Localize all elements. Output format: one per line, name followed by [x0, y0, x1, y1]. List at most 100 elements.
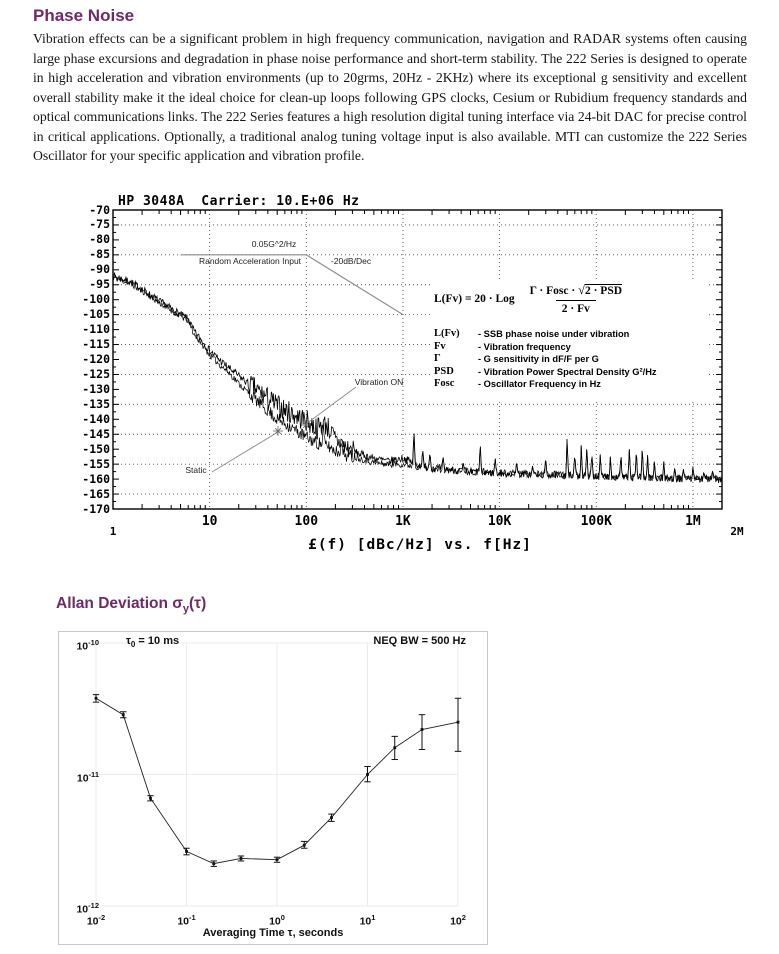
legend-row: PSD - Vibration Power Spectral Density G²… [430, 366, 708, 379]
data-point-marker [366, 773, 369, 776]
y-tick-label: -115 [82, 337, 110, 352]
intro-paragraph: Vibration effects can be a significant p… [33, 31, 747, 163]
tau0-prefix: τ [126, 635, 131, 647]
legend-row: L(Fv) - SSB phase noise under vibration [430, 328, 708, 341]
random-acceleration-profile-line [180, 254, 404, 316]
star-marker [273, 426, 283, 436]
y-tick-label: -75 [89, 217, 110, 232]
data-point-marker [94, 696, 98, 700]
y-tick-label: -160 [82, 471, 110, 486]
exponent: -11 [88, 769, 99, 779]
vibration-formula-box: L(Fv) = 20 · Log Γ · Fosc · √2 · PSD 2 ·… [430, 281, 708, 401]
x-end-label: 1 [109, 525, 117, 538]
allan-axis-caption: Averaging Time τ, seconds [202, 927, 344, 939]
sqrt-radical: √ [578, 283, 585, 297]
static-annotation: Static [185, 465, 207, 475]
formula-lhs: L(Fv) = 20 · Log [434, 293, 515, 305]
y-tick-label: -170 [82, 501, 110, 516]
data-point-marker [456, 720, 460, 724]
data-point-marker [393, 746, 397, 750]
allan-section-title: Allan Deviation σy(τ) [56, 595, 206, 615]
data-point-marker [212, 862, 216, 866]
y-tick-label: -125 [82, 366, 110, 381]
tau0-subscript: 0 [130, 640, 136, 650]
legend-row: Γ - G sensitivity in dF/F per G [430, 353, 708, 366]
data-point-marker [121, 713, 125, 717]
exponent: 2 [461, 913, 466, 922]
y-tick-label: -95 [89, 277, 110, 292]
allan-tau0-label: τ0 = 10 ms [126, 635, 179, 649]
x-tick-label: 102 [450, 913, 466, 928]
legend-row: Fv - Vibration frequency [430, 341, 708, 354]
data-point-marker [420, 728, 424, 731]
data-point-marker [185, 850, 188, 853]
y-tick-label: -70 [89, 202, 110, 217]
data-point-marker [275, 858, 279, 862]
exponent: -10 [88, 638, 99, 647]
legend-row: Fosc - Oscillator Frequency in Hz [430, 378, 708, 391]
y-tick-label: 10-12 [76, 901, 99, 916]
data-point-marker [302, 843, 306, 847]
legend-term: Fv [434, 340, 446, 352]
phase-noise-axis-caption: £(f) [dBc/Hz] vs. f[Hz] [308, 537, 532, 553]
y-tick-label: -105 [82, 307, 110, 322]
legend-desc: - SSB phase noise under vibration [478, 329, 630, 339]
exponent: 1 [371, 913, 376, 922]
x-tick-label: 10-1 [177, 913, 196, 928]
x-tick-label: 100K [580, 514, 612, 529]
formula-sqrt-content: 2 · PSD [584, 284, 623, 297]
y-tick-label: -90 [89, 262, 110, 277]
phase-noise-plot-title: HP 3048A Carrier: 10.E+06 Hz [118, 194, 360, 209]
x-tick-label: 1M [685, 514, 701, 529]
y-tick-label: 10-11 [76, 769, 99, 785]
y-tick-label: -140 [82, 411, 110, 426]
data-point-marker [149, 796, 152, 800]
y-tick-label: -100 [82, 292, 110, 307]
formula-numerator: Γ · Fosc · √2 · PSD [524, 283, 628, 300]
exponent: -1 [189, 913, 196, 922]
allan-title-subscript: y [182, 603, 190, 616]
accel-profile-annotation: Random Acceleration Input [198, 256, 302, 266]
star-marker [301, 420, 311, 430]
allan-title-suffix: (τ) [189, 595, 207, 612]
formula-fraction: Γ · Fosc · √2 · PSD 2 · Fv [524, 283, 628, 315]
y-tick-label: -120 [82, 352, 110, 366]
x-tick-label: 10K [487, 514, 512, 529]
error-bars [92, 694, 462, 867]
legend-term: PSD [434, 365, 454, 377]
exponent: -12 [88, 901, 99, 910]
x-tick-label: 101 [359, 913, 376, 928]
y-tick-label: -155 [82, 456, 110, 471]
allan-plot-canvas [92, 642, 462, 907]
psd-level-annotation: 0.05G^2/Hz [251, 239, 297, 249]
legend-desc: - Vibration frequency [478, 341, 571, 352]
x-tick-label: 10-2 [86, 913, 106, 928]
formula-denominator: 2 · Fv [555, 300, 596, 315]
legend-desc: - G sensitivity in dF/F per G [478, 354, 599, 365]
vibration-on-annotation: Vibration ON [354, 377, 404, 387]
formula-numerator-prefix: Γ · Fosc · [529, 285, 579, 297]
data-point-marker [239, 857, 243, 860]
y-tick-label: -80 [89, 232, 110, 247]
x-tick-label: 10 [201, 514, 218, 529]
legend-desc: - Vibration Power Spectral Density G²/Hz [478, 366, 657, 377]
data-point-marker [330, 816, 333, 820]
gridlines [95, 642, 459, 907]
legend-term: L(Fv) [434, 328, 460, 339]
y-tick-label: 10-10 [76, 638, 99, 653]
y-tick-label: -110 [82, 322, 110, 337]
axis-ticks [113, 209, 723, 510]
y-tick-label: -150 [82, 441, 110, 456]
y-tick-label: -85 [89, 247, 110, 262]
phase-noise-plot-canvas [112, 209, 723, 510]
phase-noise-chart: HP 3048A Carrier: 10.E+06 Hz -70 -75 -80 -8… [80, 194, 770, 565]
legend-term: Fosc [434, 378, 455, 390]
y-tick-label: -135 [82, 396, 110, 411]
page-title: Phase Noise [33, 6, 135, 25]
callout-arrows [211, 386, 357, 473]
allan-deviation-chart: τ0 = 10 ms NEQ BW = 500 Hz 10-10 10-11 10-… [58, 631, 488, 945]
exponent: 0 [280, 913, 285, 922]
slope-annotation: -20dB/Dec [330, 256, 372, 266]
legend-desc: - Oscillator Frequency in Hz [478, 379, 601, 390]
